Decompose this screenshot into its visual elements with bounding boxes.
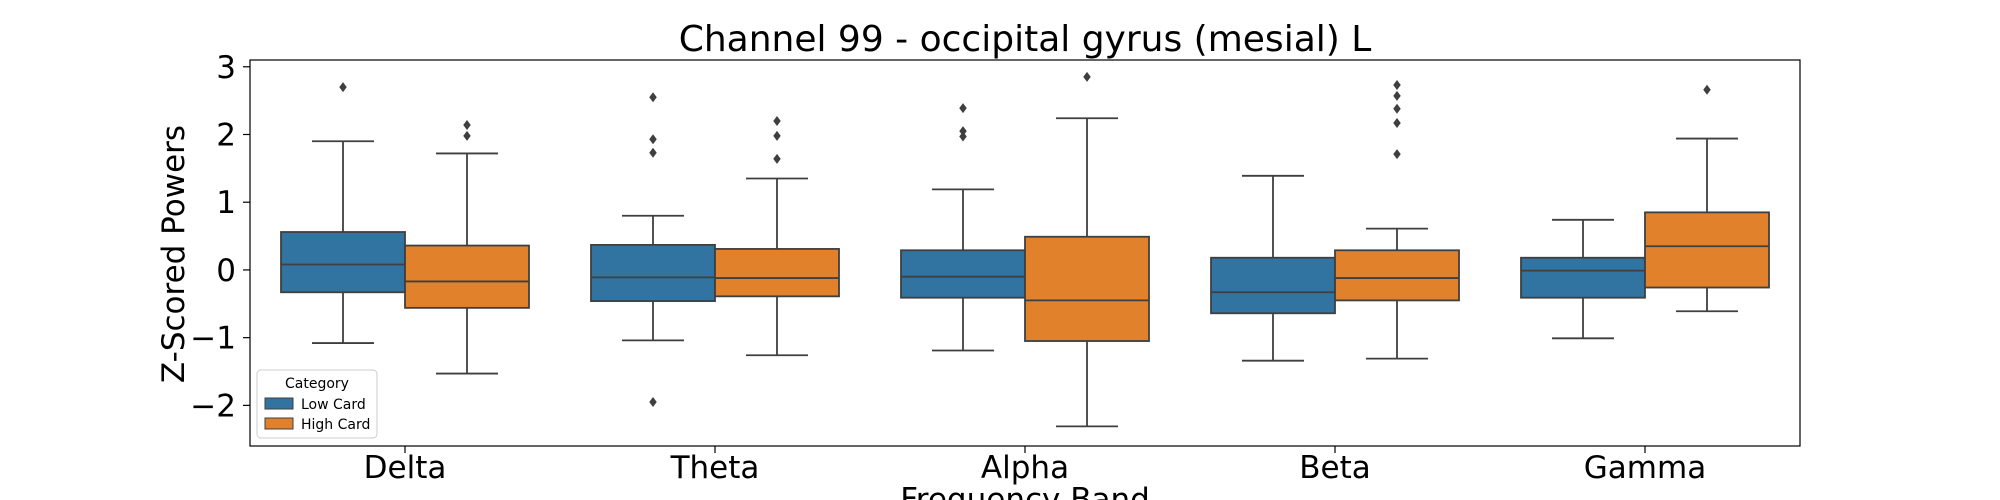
box-delta-high-card [404,120,530,375]
box-body [1024,235,1150,342]
box-body [280,231,406,294]
outlier-point [1393,117,1401,128]
x-tick-label: Beta [1299,450,1371,486]
outlier-point [649,147,657,158]
outlier-point [1703,84,1711,95]
outlier-point [649,92,657,103]
box-body [714,248,840,298]
outlier-point [1393,149,1401,160]
box-body [1210,256,1336,315]
box-alpha-high-card [1024,71,1150,428]
outlier-point [463,120,471,131]
plot-area [280,71,1770,428]
box-beta-high-card [1334,80,1460,360]
legend-label: High Card [301,417,370,433]
x-axis: Delta Theta Alpha Beta Gamma [364,446,1706,486]
box-body [1644,211,1770,289]
box-body [900,249,1026,299]
box-theta-low-card [590,92,716,407]
x-axis-label: Frequency Band [900,482,1150,500]
outlier-point [1393,90,1401,101]
outlier-point [773,153,781,164]
legend-swatch [264,397,294,410]
y-tick-label: 0 [216,253,236,289]
box-body [590,243,716,302]
legend-label: Low Card [301,397,366,413]
outlier-point [649,134,657,145]
outlier-point [463,130,471,141]
box-theta-high-card [714,115,840,357]
y-tick-label: 2 [216,117,236,153]
x-tick-label: Theta [670,450,760,486]
chart-title: Channel 99 - occipital gyrus (mesial) L [679,19,1372,60]
outlier-point [339,82,347,93]
legend-title: Category [285,376,349,392]
box-beta-low-card [1210,174,1336,362]
outlier-point [773,115,781,126]
y-tick-label: −2 [190,388,236,424]
box-alpha-low-card [900,103,1026,352]
outlier-point [1083,71,1091,82]
legend-swatch [264,417,294,430]
box-body [404,244,530,309]
box-body [1520,256,1646,299]
y-tick-label: 1 [216,185,236,221]
outlier-point [649,396,657,407]
outlier-point [773,130,781,141]
outlier-point [1393,103,1401,114]
box-gamma-high-card [1644,84,1770,313]
x-tick-label: Gamma [1584,450,1706,486]
box-body [1334,249,1460,302]
box-gamma-low-card [1520,218,1646,340]
y-tick-label: 3 [216,50,236,86]
box-delta-low-card [280,82,406,344]
legend: Category Low Card High Card [256,369,378,439]
outlier-point [959,103,967,114]
outlier-point [1393,80,1401,91]
x-tick-label: Delta [364,450,447,486]
y-axis: 3 2 1 0 −1 −2 [190,50,250,424]
outlier-point [959,126,967,137]
x-tick-label: Alpha [981,450,1069,486]
y-axis-label: Z-Scored Powers [156,125,192,383]
y-tick-label: −1 [190,321,236,357]
outlier-point [959,131,967,142]
